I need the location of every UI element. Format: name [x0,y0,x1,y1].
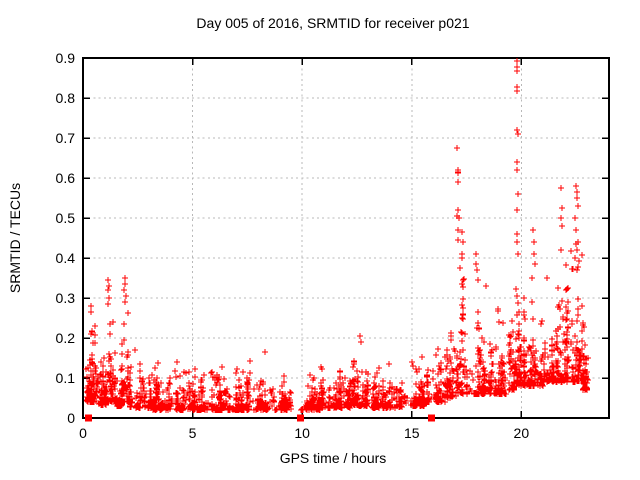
y-tick-label: 0.7 [56,130,76,146]
y-tick-label: 0.5 [56,210,76,226]
x-tick-label: 15 [404,425,420,441]
axis-ticks [82,57,609,419]
grid-lines [83,58,609,418]
y-tick-label: 0 [67,410,75,426]
x-tick-label: 0 [79,425,87,441]
x-tick-label: 10 [294,425,310,441]
scatter-points-series [83,58,591,422]
y-tick-label: 0.9 [56,50,76,66]
x-tick-label: 20 [514,425,530,441]
y-tick-label: 0.4 [56,250,76,266]
y-tick-label: 0.6 [56,170,76,186]
data-point-crosses [83,58,591,413]
y-tick-label: 0.3 [56,290,76,306]
x-tick-label: 5 [189,425,197,441]
x-axis-label: GPS time / hours [280,450,387,466]
y-tick-label: 0.2 [56,330,76,346]
plot-border [82,57,610,419]
y-tick-label: 0.1 [56,370,76,386]
chart-title: Day 005 of 2016, SRMTID for receiver p02… [196,15,469,31]
y-tick-label: 0.8 [56,90,76,106]
axis-tick-labels: 0 5 10 15 20 0 0.1 0.2 0.3 0.4 0.5 0.6 0.7 0.8 0.9 [56,50,530,441]
y-axis-label: SRMTID / TECUs [7,183,23,293]
